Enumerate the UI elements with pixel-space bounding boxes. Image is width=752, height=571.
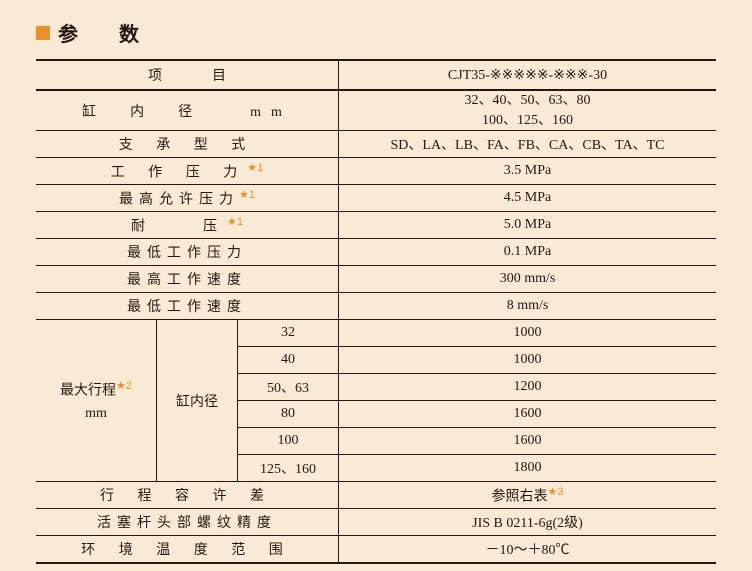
temp-label: 环 境 温 度 范 围 bbox=[81, 543, 293, 558]
row-stroke-0: 最大行程★2 mm 缸内径 32 1000 bbox=[36, 320, 716, 347]
bore-line2: 100、125、160 bbox=[339, 111, 716, 131]
row-temp: 环 境 温 度 范 围 －10～＋80℃ bbox=[36, 536, 716, 564]
row-proof-pressure: 耐 压★1 5.0 MPa bbox=[36, 212, 716, 239]
min-speed-value: 8 mm/s bbox=[339, 293, 717, 320]
proof-value: 5.0 MPa bbox=[339, 212, 717, 239]
row-bore: 缸 内 径 mm 32、40、50、63、80 100、125、160 bbox=[36, 90, 716, 131]
stroke-val-4: 1600 bbox=[339, 428, 717, 455]
max-stroke-label: 最大行程 bbox=[60, 384, 116, 399]
max-speed-value: 300 mm/s bbox=[339, 266, 717, 293]
star-icon: ★1 bbox=[227, 216, 243, 228]
stroke-val-3: 1600 bbox=[339, 401, 717, 428]
max-stroke-unit: mm bbox=[36, 406, 156, 422]
spec-table: 项目 CJT35-※※※※※-※※※-30 缸 内 径 mm 32、40、50、… bbox=[36, 59, 716, 564]
work-pressure-label: 工 作 压 力 bbox=[111, 166, 248, 181]
stroke-tol-label: 行 程 容 许 差 bbox=[100, 489, 274, 504]
row-min-work-pressure: 最低工作压力 0.1 MPa bbox=[36, 239, 716, 266]
title-text: 参 数 bbox=[58, 18, 157, 47]
stroke-bore-3: 80 bbox=[238, 401, 339, 428]
bore-line1: 32、40、50、63、80 bbox=[339, 91, 716, 111]
row-work-pressure: 工 作 压 力★1 3.5 MPa bbox=[36, 158, 716, 185]
row-stroke-tol: 行 程 容 许 差 参照右表★3 bbox=[36, 482, 716, 509]
min-pressure-value: 0.1 MPa bbox=[339, 239, 717, 266]
row-max-speed: 最高工作速度 300 mm/s bbox=[36, 266, 716, 293]
stroke-val-0: 1000 bbox=[339, 320, 717, 347]
thread-acc-value: JIS B 0211-6g(2级) bbox=[339, 509, 717, 536]
stroke-tol-value: 参照右表 bbox=[492, 490, 548, 505]
table-header-row: 项目 CJT35-※※※※※-※※※-30 bbox=[36, 60, 716, 90]
stroke-bore-2: 50、63 bbox=[238, 374, 339, 401]
max-stroke-sublabel: 缸内径 bbox=[176, 395, 218, 410]
star-icon: ★2 bbox=[116, 380, 132, 392]
stroke-val-1: 1000 bbox=[339, 347, 717, 374]
header-left: 项目 bbox=[98, 69, 276, 84]
star-icon: ★1 bbox=[247, 162, 263, 174]
thread-acc-label: 活塞杆头部螺纹精度 bbox=[97, 516, 277, 531]
min-speed-label: 最低工作速度 bbox=[127, 300, 247, 315]
work-pressure-value: 3.5 MPa bbox=[339, 158, 717, 185]
header-right: CJT35-※※※※※-※※※-30 bbox=[448, 68, 607, 83]
stroke-bore-5: 125、160 bbox=[238, 455, 339, 482]
stroke-bore-1: 40 bbox=[238, 347, 339, 374]
min-pressure-label: 最低工作压力 bbox=[127, 246, 247, 261]
mount-label: 支 承 型 式 bbox=[119, 138, 256, 153]
section-title: 参 数 bbox=[36, 18, 716, 47]
star-icon: ★1 bbox=[239, 189, 255, 201]
row-mount: 支 承 型 式 SD、LA、LB、FA、FB、CA、CB、TA、TC bbox=[36, 131, 716, 158]
bore-label: 缸 内 径 mm bbox=[82, 105, 292, 120]
temp-value: －10～＋80℃ bbox=[339, 536, 717, 564]
max-allow-value: 4.5 MPa bbox=[339, 185, 717, 212]
max-allow-label: 最高允许压力 bbox=[119, 193, 239, 208]
title-square-icon bbox=[36, 26, 50, 40]
row-min-speed: 最低工作速度 8 mm/s bbox=[36, 293, 716, 320]
max-speed-label: 最高工作速度 bbox=[127, 273, 247, 288]
proof-label: 耐 压 bbox=[131, 220, 227, 235]
stroke-val-2: 1200 bbox=[339, 374, 717, 401]
row-max-allow-pressure: 最高允许压力★1 4.5 MPa bbox=[36, 185, 716, 212]
stroke-bore-4: 100 bbox=[238, 428, 339, 455]
stroke-val-5: 1800 bbox=[339, 455, 717, 482]
star-icon: ★3 bbox=[548, 486, 564, 498]
stroke-bore-0: 32 bbox=[238, 320, 339, 347]
mount-value: SD、LA、LB、FA、FB、CA、CB、TA、TC bbox=[339, 131, 717, 158]
row-thread-acc: 活塞杆头部螺纹精度 JIS B 0211-6g(2级) bbox=[36, 509, 716, 536]
